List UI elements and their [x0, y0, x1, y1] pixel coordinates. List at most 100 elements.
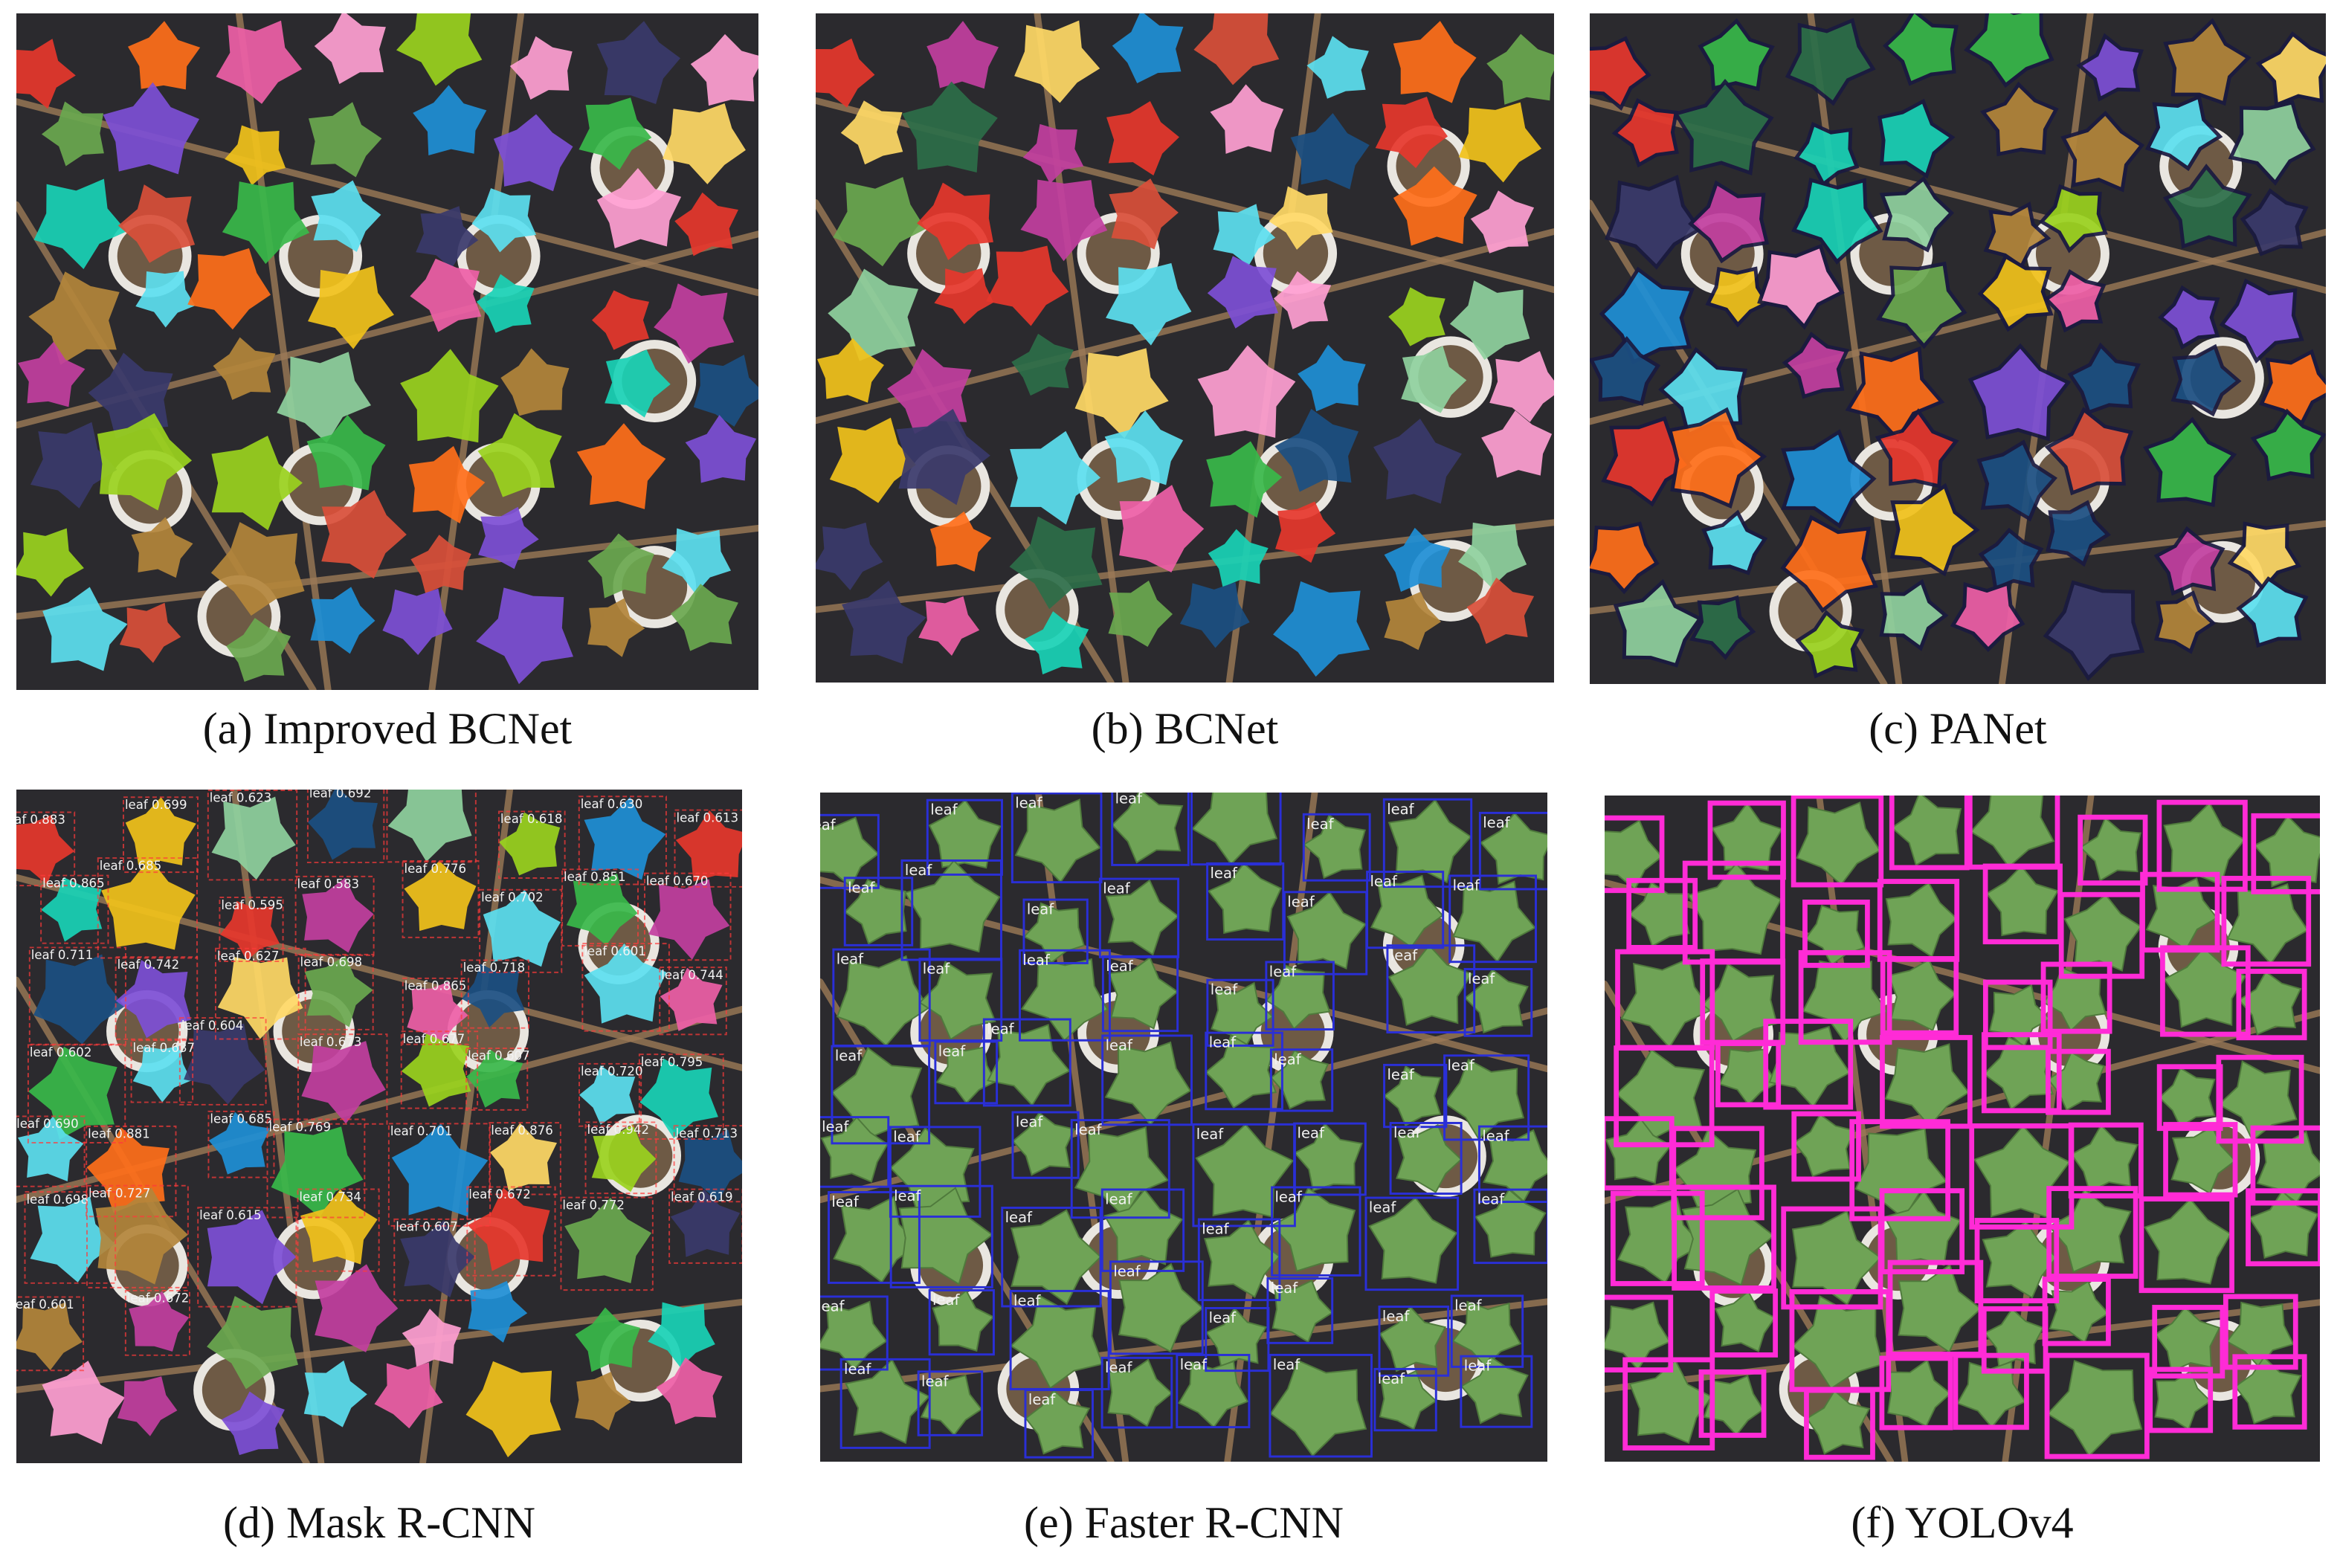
faster-rcnn-class-label: leaf: [1202, 1221, 1229, 1238]
mask-rcnn-score-label: leaf 0.776: [404, 862, 466, 876]
mask-rcnn-score-label: leaf 0.702: [481, 890, 544, 904]
faster-rcnn-class-label: leaf: [1370, 873, 1397, 890]
mask-rcnn-score-label: leaf 0.699: [125, 798, 187, 812]
panel-d-svg: leaf 0.883 leaf 0.699 leaf 0.623 leaf 0.692…: [16, 790, 742, 1463]
faster-rcnn-class-label: leaf: [1103, 880, 1130, 897]
mask-rcnn-score-label: leaf 0.615: [199, 1208, 262, 1222]
faster-rcnn-class-label: leaf: [1028, 1391, 1056, 1408]
panel-c-image: [1590, 13, 2326, 684]
mask-rcnn-score-label: leaf 0.672: [468, 1187, 531, 1201]
mask-rcnn-score-label: leaf 0.851: [564, 870, 626, 884]
faster-rcnn-class-label: leaf: [987, 1021, 1014, 1038]
caption-d: (d) Mask R-CNN: [223, 1498, 535, 1547]
panel-b-image: [816, 13, 1554, 683]
faster-rcnn-class-label: leaf: [1015, 795, 1042, 812]
panel-e-svg: leaf leaf leaf leaf leaf leaf leaf leaf leaf leaf…: [820, 793, 1547, 1462]
faster-rcnn-class-label: leaf: [1306, 816, 1334, 833]
faster-rcnn-class-label: leaf: [820, 816, 837, 833]
faster-rcnn-class-label: leaf: [848, 879, 875, 896]
mask-rcnn-score-label: leaf 0.883: [16, 813, 65, 827]
faster-rcnn-class-label: leaf: [1113, 1262, 1141, 1280]
faster-rcnn-class-label: leaf: [1483, 814, 1510, 831]
faster-rcnn-class-label: leaf: [1027, 901, 1054, 918]
mask-rcnn-score-label: leaf 0.601: [584, 944, 646, 958]
caption-c: (c) PANet: [1869, 704, 2047, 753]
faster-rcnn-class-label: leaf: [835, 1048, 863, 1065]
mask-rcnn-score-label: leaf 0.677: [403, 1032, 465, 1046]
faster-rcnn-class-label: leaf: [1453, 877, 1480, 894]
faster-rcnn-class-label: leaf: [905, 862, 932, 879]
caption-f: (f) YOLOv4: [1851, 1498, 2074, 1547]
faster-rcnn-class-label: leaf: [844, 1361, 871, 1378]
mask-rcnn-score-label: leaf 0.619: [671, 1190, 733, 1204]
faster-rcnn-class-label: leaf: [1369, 1199, 1396, 1216]
mask-rcnn-score-label: leaf 0.769: [268, 1120, 331, 1134]
mask-rcnn-score-label: leaf 0.727: [88, 1186, 151, 1200]
panel-c-svg: [1590, 13, 2326, 684]
faster-rcnn-class-label: leaf: [1271, 1280, 1298, 1297]
mask-rcnn-score-label: leaf 0.692: [309, 790, 372, 800]
caption-a: (a) Improved BCNet: [202, 704, 573, 753]
panel-a-image: [16, 13, 758, 690]
faster-rcnn-class-label: leaf: [1105, 1191, 1132, 1208]
faster-rcnn-class-label: leaf: [1074, 1121, 1102, 1138]
mask-rcnn-score-label: leaf 0.772: [562, 1198, 625, 1212]
mask-rcnn-score-label: leaf 0.701: [390, 1124, 453, 1138]
faster-rcnn-class-label: leaf: [1016, 1114, 1043, 1131]
faster-rcnn-class-label: leaf: [1194, 793, 1222, 794]
mask-rcnn-score-label: leaf 0.595: [221, 898, 283, 912]
faster-rcnn-class-label: leaf: [1387, 801, 1414, 818]
mask-rcnn-score-label: leaf 0.602: [30, 1045, 92, 1059]
mask-rcnn-score-label: leaf 0.583: [297, 877, 360, 891]
faster-rcnn-class-label: leaf: [1464, 1358, 1492, 1375]
panel-f-svg: [1605, 796, 2320, 1462]
faster-rcnn-class-label: leaf: [932, 1291, 960, 1309]
panel-f-image: [1605, 796, 2320, 1462]
mask-rcnn-score-label: leaf 0.673: [300, 1035, 362, 1049]
faster-rcnn-class-label: leaf: [1106, 958, 1133, 975]
faster-rcnn-class-label: leaf: [894, 1187, 921, 1204]
faster-rcnn-class-label: leaf: [1211, 865, 1238, 882]
faster-rcnn-class-label: leaf: [822, 1118, 849, 1135]
faster-rcnn-class-label: leaf: [1390, 946, 1418, 964]
faster-rcnn-class-label: leaf: [1482, 1128, 1509, 1145]
mask-rcnn-score-label: leaf 0.881: [88, 1127, 150, 1141]
caption-b: (b) BCNet: [1091, 704, 1279, 753]
mask-rcnn-score-label: leaf 0.672: [127, 1291, 190, 1306]
faster-rcnn-class-label: leaf: [1273, 1356, 1300, 1373]
faster-rcnn-class-label: leaf: [1269, 964, 1297, 981]
mask-rcnn-score-label: leaf 0.734: [299, 1190, 361, 1204]
mask-rcnn-score-label: leaf 0.942: [587, 1123, 649, 1137]
mask-rcnn-score-label: leaf 0.698: [300, 955, 363, 969]
faster-rcnn-class-label: leaf: [1211, 981, 1238, 998]
faster-rcnn-class-label: leaf: [1115, 793, 1143, 807]
faster-rcnn-class-label: leaf: [938, 1043, 966, 1060]
mask-rcnn-score-label: leaf 0.742: [117, 958, 180, 972]
faster-rcnn-class-label: leaf: [1013, 1292, 1041, 1309]
panel-a-svg: [16, 13, 758, 690]
faster-rcnn-class-label: leaf: [1378, 1370, 1405, 1387]
mask-rcnn-score-label: leaf 0.623: [210, 791, 272, 805]
faster-rcnn-class-label: leaf: [921, 1372, 949, 1390]
faster-rcnn-class-label: leaf: [923, 960, 950, 977]
mask-rcnn-score-label: leaf 0.613: [676, 810, 738, 825]
panel-b-svg: [816, 13, 1554, 683]
mask-rcnn-score-label: leaf 0.720: [581, 1065, 643, 1079]
faster-rcnn-class-label: leaf: [1180, 1356, 1208, 1373]
faster-rcnn-class-label: leaf: [1005, 1209, 1033, 1226]
faster-rcnn-class-label: leaf: [831, 1193, 859, 1210]
faster-rcnn-class-label: leaf: [1105, 1359, 1132, 1376]
faster-rcnn-class-label: leaf: [820, 1297, 845, 1314]
panel-d-image: leaf 0.883 leaf 0.699 leaf 0.623 leaf 0.692…: [16, 790, 742, 1463]
faster-rcnn-class-label: leaf: [1298, 1125, 1325, 1142]
panel-e-image: leaf leaf leaf leaf leaf leaf leaf leaf leaf leaf…: [820, 793, 1547, 1462]
faster-rcnn-class-label: leaf: [1382, 1308, 1410, 1325]
mask-rcnn-score-label: leaf 0.690: [16, 1117, 79, 1131]
mask-rcnn-score-label: leaf 0.685: [100, 859, 162, 873]
faster-rcnn-class-label: leaf: [1106, 1037, 1133, 1054]
mask-rcnn-score-label: leaf 0.718: [463, 961, 526, 975]
mask-rcnn-score-label: leaf 0.630: [581, 797, 643, 811]
mask-rcnn-score-label: leaf 0.685: [210, 1112, 272, 1126]
mask-rcnn-score-label: leaf 0.744: [661, 968, 723, 982]
mask-rcnn-score-label: leaf 0.601: [16, 1297, 74, 1311]
